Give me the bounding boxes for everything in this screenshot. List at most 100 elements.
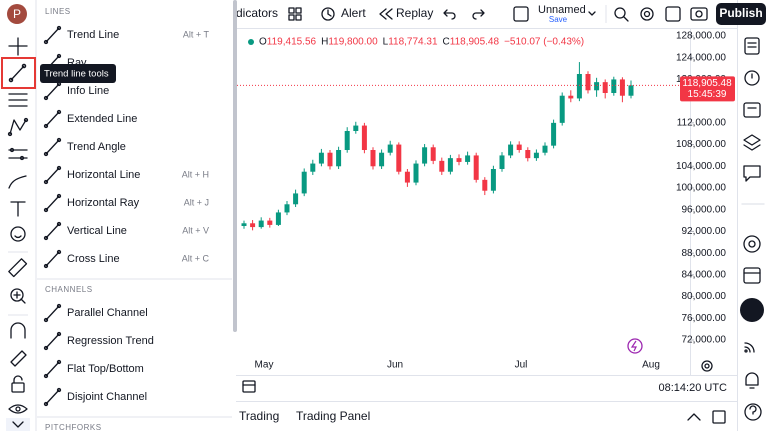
stay-drawing-tool[interactable] (10, 350, 27, 367)
menu-item-label[interactable]: Cross Line (67, 253, 120, 265)
menu-item-label[interactable]: Info Line (67, 85, 109, 97)
lightning-button[interactable] (627, 338, 643, 354)
more-tools-chevron[interactable] (12, 421, 24, 428)
collapse-panel[interactable] (687, 413, 701, 421)
notifications-icon[interactable] (745, 372, 759, 389)
menu-item[interactable]: Disjoint Channel (43, 387, 148, 407)
menu-item-label[interactable]: Regression Trend (67, 335, 154, 347)
candle-body (585, 74, 591, 91)
calendar-icon[interactable] (743, 267, 761, 284)
publish-label[interactable]: Publish (719, 6, 762, 20)
menu-item[interactable]: Vertical Line Alt + V (43, 221, 210, 241)
save-status: Save (549, 15, 568, 24)
layouts-icon[interactable] (288, 7, 302, 21)
selected-tool-highlight (1, 57, 36, 89)
quick-search-icon[interactable] (614, 7, 629, 22)
indicators-button[interactable]: dicators (236, 6, 278, 20)
icon-tool[interactable] (10, 226, 26, 242)
trading-tab[interactable]: Trading (239, 409, 279, 423)
undo-icon[interactable] (443, 9, 456, 20)
publish-button[interactable] (716, 3, 766, 25)
replay-button[interactable]: Replay (396, 6, 433, 20)
layout-name[interactable]: Unnamed (538, 4, 586, 16)
magnet-tool[interactable] (10, 322, 26, 339)
candle (602, 79, 608, 99)
menu-item[interactable]: Regression Trend (43, 331, 154, 351)
menu-item-label[interactable]: Trend Line (67, 29, 119, 41)
candle-body (456, 158, 462, 162)
menu-item-label[interactable]: Trend Angle (67, 141, 126, 153)
candle (250, 220, 256, 231)
streams-icon[interactable] (744, 342, 755, 353)
products-button[interactable] (740, 298, 764, 322)
menu-item[interactable]: Trend Angle (43, 137, 126, 157)
menu-item[interactable]: Cross Line Alt + C (43, 249, 210, 269)
layout-menu-chevron[interactable] (588, 11, 596, 16)
hotlist-icon[interactable] (743, 102, 761, 118)
replay-icon[interactable] (379, 8, 393, 20)
replay-icon-part (379, 8, 393, 20)
text-tool[interactable] (10, 201, 26, 217)
snapshot-icon[interactable] (690, 7, 708, 21)
layout-icon[interactable] (513, 6, 529, 22)
menu-item-label[interactable]: Horizontal Line (67, 169, 140, 181)
zoom-tool-part (10, 288, 24, 302)
avatar[interactable] (7, 4, 27, 24)
pattern-tool-part (23, 117, 29, 123)
menu-item-icon (43, 193, 62, 213)
menu-item[interactable]: Horizontal Line Alt + H (43, 165, 210, 185)
maximize-panel[interactable] (712, 410, 726, 424)
watchlist-icon[interactable] (744, 37, 760, 55)
chat-icon[interactable] (743, 165, 761, 182)
menu-item-label[interactable]: Vertical Line (67, 225, 127, 237)
candle-body (447, 158, 453, 172)
alerts-icon[interactable] (744, 70, 760, 86)
menu-item[interactable]: Parallel Channel (43, 303, 148, 323)
candle (387, 140, 393, 156)
lock-tool[interactable] (11, 375, 25, 393)
help-icon[interactable] (744, 403, 762, 421)
clock: 08:14:20 UTC (659, 382, 728, 394)
trend-line-tool[interactable] (8, 63, 27, 83)
prediction-tool[interactable] (8, 147, 28, 161)
menu-item[interactable]: Horizontal Ray Alt + J (43, 193, 210, 213)
legend-value: 118,905.48 (450, 37, 500, 48)
alert-button[interactable]: Alert (341, 6, 366, 20)
menu-scrollbar[interactable] (233, 0, 237, 332)
candle (318, 148, 324, 167)
calendar-icon-part (743, 267, 761, 284)
layers-icon[interactable] (743, 134, 761, 151)
menu-item-label[interactable]: Flat Top/Bottom (67, 363, 144, 375)
candle (275, 209, 281, 226)
axis-settings-icon[interactable] (701, 360, 713, 372)
more-tools[interactable] (6, 418, 30, 431)
lightning-icon (630, 340, 637, 352)
fullscreen-icon[interactable] (665, 6, 681, 22)
menu-item-label[interactable]: Extended Line (67, 113, 137, 125)
menu-item-label[interactable]: Horizontal Ray (67, 197, 140, 209)
menu-item[interactable]: Flat Top/Bottom (43, 359, 144, 379)
candle-body (250, 223, 256, 228)
cursor-tool[interactable] (8, 37, 28, 56)
menu-item-label[interactable]: Disjoint Channel (67, 391, 147, 403)
go-to-date-icon[interactable] (242, 380, 256, 393)
stay-drawing-tool-part (10, 350, 27, 367)
menu-item[interactable]: Extended Line (43, 109, 138, 129)
zoom-tool[interactable] (10, 288, 26, 304)
menu-item[interactable]: Trend Line Alt + T (43, 25, 210, 45)
fib-tool[interactable] (8, 93, 28, 107)
trading-panel-tab[interactable]: Trading Panel (296, 409, 370, 423)
ideas-icon-part (748, 240, 756, 248)
pattern-tool[interactable] (7, 117, 29, 137)
alert-icon[interactable] (321, 7, 335, 21)
measure-tool[interactable] (8, 258, 28, 278)
redo-icon[interactable] (472, 9, 485, 20)
hide-tool[interactable] (8, 404, 28, 414)
menu-item[interactable]: Info Line (43, 81, 110, 101)
legend-value: 119,415.56 (267, 37, 317, 48)
settings-icon[interactable] (640, 7, 654, 21)
brush-tool[interactable] (8, 175, 27, 189)
menu-item-label[interactable]: Parallel Channel (67, 307, 148, 319)
ideas-icon[interactable] (743, 235, 761, 253)
